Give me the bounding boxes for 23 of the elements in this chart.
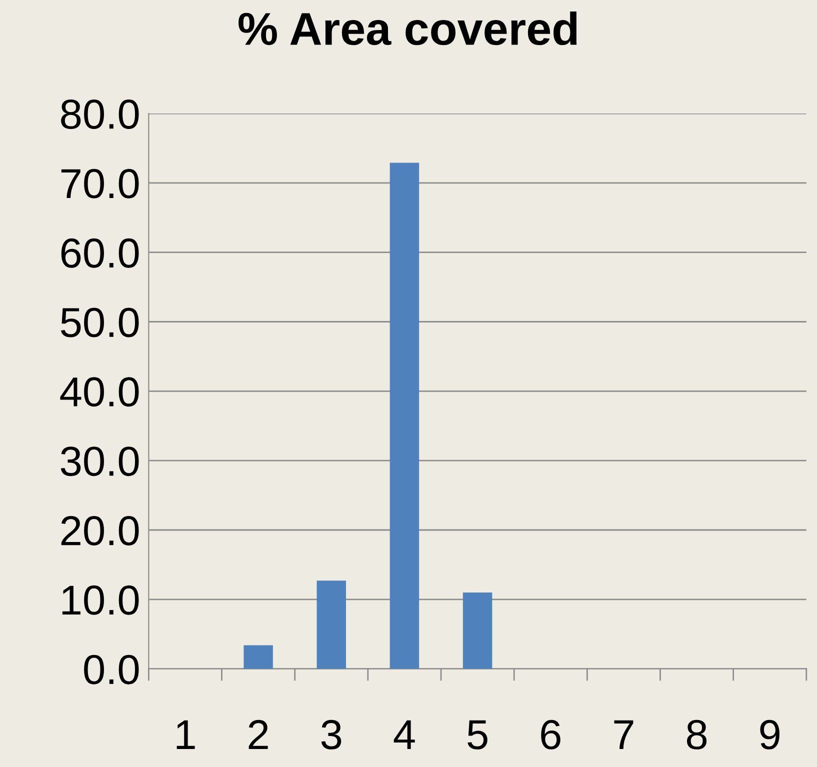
bar [462,592,492,669]
y-tick-label: 70.0 [61,168,139,198]
x-tick-label: 2 [248,720,268,750]
bar [390,162,420,669]
chart-title: % Area covered [238,12,577,46]
x-tick-label: 3 [321,720,342,750]
x-tick-label: 6 [541,720,560,750]
y-tick-label: 40.0 [60,377,139,407]
y-tick-label: 60.0 [61,238,139,268]
y-tick-label: 10.0 [62,585,139,615]
y-tick-label: 50.0 [60,308,139,338]
x-tick-label: 7 [614,720,634,750]
x-tick-label: 8 [686,720,707,750]
y-tick-label: 0.0 [84,654,139,684]
x-tick-label: 4 [394,720,415,750]
y-tick-label: 30.0 [60,446,139,476]
x-tick-label: 1 [176,720,195,750]
y-tick-label: 80.0 [61,100,139,130]
y-tick-label: 20.0 [61,516,139,546]
x-tick-label: 5 [468,720,488,750]
x-tick-label: 9 [760,720,780,750]
bar [316,580,346,669]
bar [244,645,273,669]
